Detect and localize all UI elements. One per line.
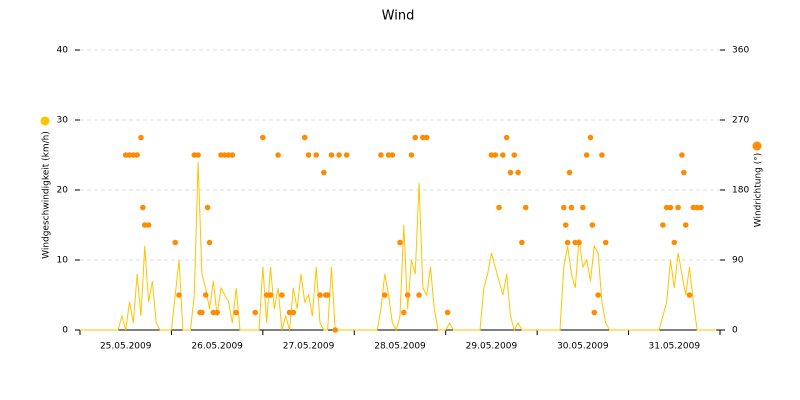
x-tick-label: 31.05.2009: [649, 342, 701, 352]
direction-point: [587, 134, 594, 141]
direction-point: [496, 204, 502, 211]
x-tick-label: 25.05.2009: [100, 342, 152, 352]
direction-point: [301, 134, 308, 141]
direction-point: [317, 292, 323, 298]
speed-line: [80, 161, 717, 332]
direction-point: [138, 134, 144, 141]
direction-point: [522, 204, 529, 211]
direction-point: [660, 222, 666, 228]
direction-point: [583, 152, 590, 158]
direction-point: [408, 152, 415, 158]
y-axis-title: Windgeschwindigkeit (km/h): [42, 131, 52, 259]
direction-point: [172, 239, 179, 246]
direction-point: [515, 169, 521, 176]
direction-point: [564, 239, 571, 246]
direction-point: [321, 169, 327, 176]
direction-point: [332, 327, 339, 333]
direction-point: [576, 239, 582, 246]
direction-point: [599, 152, 605, 158]
direction-point: [229, 152, 236, 158]
direction-point: [591, 309, 598, 316]
direction-point: [336, 152, 342, 158]
direction-point: [401, 309, 407, 316]
direction-point: [561, 204, 567, 211]
direction-point: [679, 152, 685, 158]
direction-point: [568, 204, 575, 211]
direction-point: [681, 169, 687, 176]
direction-point: [199, 309, 205, 316]
direction-point: [252, 309, 259, 316]
x-tick-label: 29.05.2009: [466, 342, 518, 352]
direction-point: [404, 292, 411, 298]
direction-point: [397, 239, 403, 246]
y-tick-label: 30: [57, 116, 69, 126]
chart-title: Wind: [382, 9, 415, 24]
direction-point: [562, 222, 569, 228]
direction-point: [389, 152, 396, 158]
direction-point: [145, 222, 152, 228]
direction-point: [503, 134, 510, 141]
y2-axis-title: Windrichtung (°): [754, 153, 764, 228]
direction-point: [686, 292, 693, 298]
x-tick-label: 28.05.2009: [374, 342, 426, 352]
direction-point: [423, 134, 430, 141]
direction-point: [667, 204, 674, 211]
direction-point: [233, 309, 239, 316]
direction-point: [134, 152, 140, 158]
y-tick-label: 0: [62, 326, 68, 336]
direction-point: [260, 134, 266, 141]
direction-point: [328, 152, 335, 158]
direction-point: [412, 134, 419, 141]
direction-point: [305, 152, 312, 158]
direction-point: [343, 152, 350, 158]
y2-tick-label: 360: [732, 46, 749, 56]
direction-point: [519, 239, 525, 246]
direction-point: [566, 169, 573, 176]
direction-point: [444, 309, 451, 316]
direction-point: [195, 152, 201, 158]
x-tick-label: 30.05.2009: [557, 342, 609, 352]
direction-point: [313, 152, 319, 158]
direction-point: [275, 152, 281, 158]
x-tick-label: 26.05.2009: [191, 342, 243, 352]
direction-point: [279, 292, 285, 298]
direction-point: [381, 292, 388, 298]
direction-point: [324, 292, 331, 298]
direction-point: [416, 292, 422, 298]
direction-point: [492, 152, 499, 158]
direction-point: [595, 292, 601, 298]
direction-point: [206, 239, 213, 246]
direction-point: [202, 292, 209, 298]
y-tick-label: 20: [57, 186, 69, 196]
direction-point: [378, 152, 384, 158]
direction-point: [267, 292, 274, 298]
y2-tick-label: 270: [732, 116, 749, 126]
direction-point: [698, 204, 704, 211]
direction-point: [507, 169, 514, 176]
direction-point: [675, 204, 681, 211]
direction-point: [682, 222, 689, 228]
direction-point: [589, 222, 596, 228]
direction-point: [580, 204, 586, 211]
x-tick-label: 27.05.2009: [283, 342, 335, 352]
direction-point: [671, 239, 678, 246]
legend-marker: [752, 141, 762, 151]
direction-point: [290, 309, 297, 316]
direction-point: [500, 152, 506, 158]
y-tick-label: 10: [57, 256, 69, 266]
direction-point: [140, 204, 146, 211]
y2-tick-label: 90: [732, 256, 744, 266]
y2-tick-label: 180: [732, 186, 749, 196]
direction-point: [511, 152, 518, 158]
direction-point: [214, 309, 220, 316]
direction-point: [204, 204, 211, 211]
direction-point: [176, 292, 182, 298]
y-tick-label: 40: [57, 46, 69, 56]
legend-marker: [40, 116, 50, 126]
direction-point: [602, 239, 609, 246]
y2-tick-label: 0: [732, 326, 738, 336]
